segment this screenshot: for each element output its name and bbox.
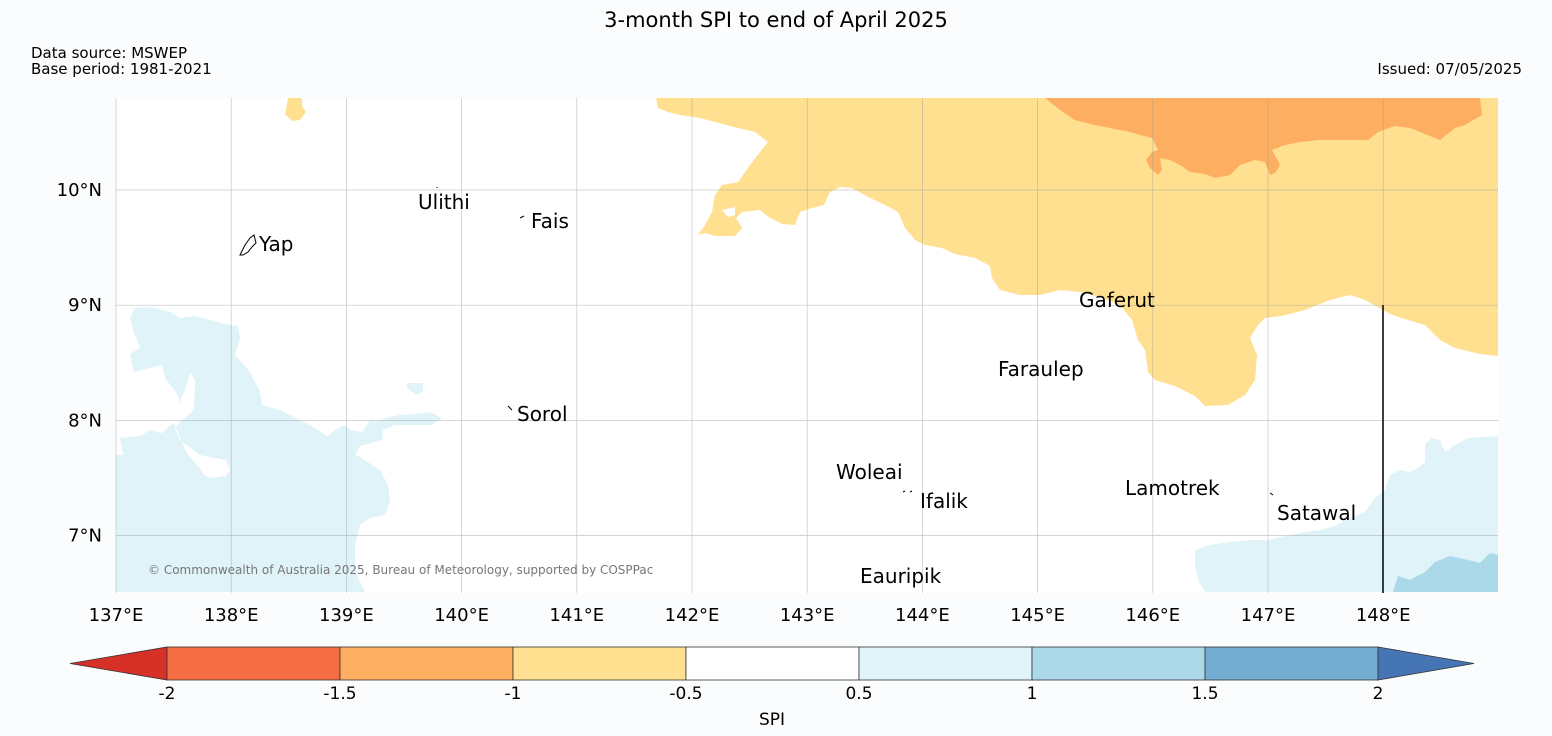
spi-region-north-very-dry — [1045, 98, 1482, 178]
place-label-satawal: Satawal — [1277, 501, 1356, 525]
place-label-sorol: Sorol — [517, 402, 568, 426]
place-label-ulithi: Ulithi — [418, 190, 470, 214]
place-label-eauripik: Eauripik — [860, 564, 942, 588]
place-label-faraulep: Faraulep — [998, 357, 1084, 381]
place-labels: Yap Ulithi Fais Sorol Gaferut Faraulep W… — [258, 190, 1356, 588]
copyright-notice: © Commonwealth of Australia 2025, Bureau… — [148, 563, 653, 577]
place-label-lamotrek: Lamotrek — [1125, 476, 1220, 500]
fais-island-mark — [519, 215, 525, 219]
place-label-fais: Fais — [531, 209, 569, 233]
longitude-label: 145°E — [1010, 605, 1065, 626]
spi-region-west-dry-patch — [172, 372, 230, 478]
colorbar-extend-low — [69, 646, 168, 681]
colorbar-segment — [858, 646, 1033, 681]
spi-region-northeast-dry — [656, 98, 1498, 406]
latitude-label: 8°N — [68, 410, 102, 431]
map-panel — [115, 98, 1498, 593]
colorbar-tick-label: -1 — [505, 684, 522, 704]
colorbar-segment — [512, 646, 687, 681]
base-period-text: Base period: 1981-2021 — [31, 60, 212, 78]
place-label-woleai: Woleai — [836, 460, 903, 484]
colorbar-label: SPI — [759, 710, 785, 730]
map-gridlines — [115, 98, 1498, 593]
colorbar: -2 -1.5 -1 -0.5 0.5 1 1.5 2 SPI — [69, 646, 1475, 730]
colorbar-tick-label: 1.5 — [1191, 684, 1218, 704]
ifalik-island-mark — [902, 490, 913, 493]
yap-island-outline — [239, 234, 257, 256]
longitude-label: 140°E — [434, 605, 489, 626]
spi-region-west-wet — [116, 307, 442, 592]
colorbar-tick-label: 2 — [1373, 684, 1384, 704]
colorbar-tick-label: 1 — [1027, 684, 1038, 704]
place-label-gaferut: Gaferut — [1079, 288, 1155, 312]
issued-date-text: Issued: 07/05/2025 — [1377, 60, 1522, 78]
longitude-label: 144°E — [895, 605, 950, 626]
longitude-label: 137°E — [89, 605, 144, 626]
latitude-label: 9°N — [68, 295, 102, 316]
latitude-label: 10°N — [57, 180, 102, 201]
longitude-label: 139°E — [319, 605, 374, 626]
longitude-label: 148°E — [1356, 605, 1411, 626]
longitude-label: 143°E — [780, 605, 835, 626]
colorbar-segments — [69, 646, 1475, 681]
colorbar-segment — [339, 646, 514, 681]
longitude-label: 147°E — [1241, 605, 1296, 626]
colorbar-tick-label: -1.5 — [323, 684, 356, 704]
colorbar-segment — [1204, 646, 1379, 681]
longitude-labels: 137°E 138°E 139°E 140°E 141°E 142°E 143°E 144°E… — [89, 605, 1411, 626]
longitude-label: 142°E — [665, 605, 720, 626]
island-outlines — [239, 187, 1274, 496]
latitude-label: 7°N — [68, 526, 102, 547]
colorbar-segment — [1031, 646, 1206, 681]
spi-region-notch — [722, 207, 735, 217]
sorol-island-mark — [507, 405, 513, 411]
place-label-ifalik: Ifalik — [920, 489, 968, 513]
longitude-label: 138°E — [204, 605, 259, 626]
spi-region-yap-dry-patch — [285, 98, 306, 121]
satawal-island-mark — [1269, 492, 1274, 496]
colorbar-ticks: -2 -1.5 -1 -0.5 0.5 1 1.5 2 — [159, 684, 1384, 704]
colorbar-tick-label: 0.5 — [845, 684, 872, 704]
longitude-label: 141°E — [549, 605, 604, 626]
map-title: 3-month SPI to end of April 2025 — [604, 8, 948, 32]
place-label-yap: Yap — [258, 232, 293, 256]
longitude-label: 146°E — [1125, 605, 1180, 626]
colorbar-tick-label: -0.5 — [669, 684, 702, 704]
spi-region-small-wet-patch — [407, 383, 423, 395]
colorbar-extend-high — [1377, 646, 1475, 681]
colorbar-segment — [166, 646, 341, 681]
spi-region-southeast-very-wet — [1393, 553, 1498, 592]
colorbar-segment — [685, 646, 860, 681]
colorbar-tick-label: -2 — [159, 684, 176, 704]
data-source-text: Data source: MSWEP — [31, 44, 188, 62]
latitude-labels: 10°N 9°N 8°N 7°N — [57, 180, 102, 547]
spi-region-southeast-wet — [1195, 436, 1498, 592]
